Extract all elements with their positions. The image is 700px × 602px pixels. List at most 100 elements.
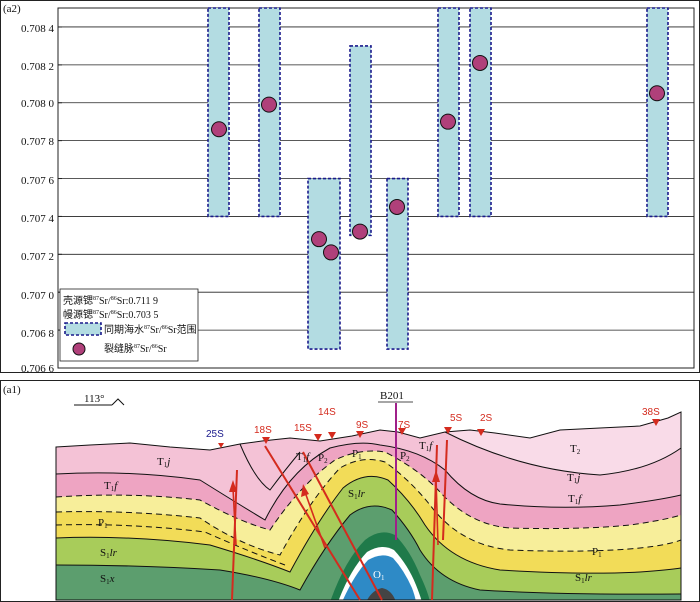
y-tick-label: 0.706 6	[21, 363, 55, 375]
stratum-label-t1j: T1j	[157, 456, 170, 469]
legend-range-label: 同期海水87Sr/86Sr范围	[104, 323, 197, 336]
stratum-labels: T1j T1f P1 S1lr S1x T1f P2 P1 P2 T1f S1l…	[98, 440, 602, 586]
horizon-line	[56, 505, 681, 595]
stratum-label-p2-left: P2	[318, 452, 328, 465]
stratum-label-t1f-right: T1f	[568, 493, 583, 506]
fault-line	[442, 439, 448, 541]
sample-triangle-icon	[328, 432, 336, 439]
cross-section	[56, 412, 681, 600]
y-tick-label: 0.708 4	[21, 23, 55, 35]
migration-arrow	[304, 491, 326, 549]
stratum-label-s1lr-center: S1lr	[348, 488, 366, 501]
seawater-range-box	[307, 177, 341, 350]
legend-mantle-line: 幔源锶87Sr/86Sr:0.703 5	[63, 308, 158, 321]
migration-arrows	[229, 470, 440, 549]
sample-triangle-icon	[398, 428, 406, 435]
arrow-head-icon	[229, 480, 237, 492]
layer-basement-fill	[366, 588, 396, 600]
y-tick-label: 0.707 6	[21, 175, 55, 187]
stratum-label-t1j-right: T1j	[567, 472, 580, 485]
seawater-range-box	[469, 7, 492, 218]
arrow-head-icon	[301, 484, 309, 497]
legend-range-swatch	[64, 322, 102, 336]
y-axis-ticks: 0.708 4 0.708 2 0.708 0 0.707 8 0.707 6 …	[21, 23, 55, 375]
seawater-range-box	[646, 7, 669, 218]
horizon-line	[56, 475, 681, 574]
seawater-range-boxes	[207, 7, 669, 350]
sample-triangle-icon	[262, 437, 270, 444]
vein-sr-point	[261, 96, 277, 113]
sample-label: 15S	[294, 423, 312, 434]
stratum-label-p1: P1	[98, 517, 108, 530]
legend-dot-swatch	[72, 342, 86, 356]
migration-arrow	[232, 487, 237, 546]
sample-label: 14S	[318, 407, 336, 418]
stratum-label-p1-right: P1	[592, 546, 602, 559]
vein-sr-point	[389, 198, 405, 215]
panel-a1: (a1) 113°	[0, 380, 700, 602]
vein-sr-point	[323, 244, 339, 261]
legend-crust-line: 壳源锶87Sr/86Sr:0.711 9	[63, 294, 158, 307]
horizon-line	[444, 431, 681, 476]
sample-label: 2S	[480, 413, 493, 424]
sample-triangle-icon	[314, 434, 322, 441]
panel-a1-label: (a1)	[3, 384, 21, 396]
horizon-line	[239, 443, 301, 491]
legend-vein-label: 裂缝脉87Sr/86Sr	[104, 342, 167, 355]
fault-line	[264, 445, 361, 601]
vein-sr-point	[472, 54, 488, 71]
stratum-label-p2-right: P2	[400, 450, 410, 463]
vein-sr-point	[440, 113, 456, 130]
stratum-label-t2: T2	[570, 443, 581, 456]
azimuth-arrow-icon	[111, 398, 125, 406]
sample-triangle-icon	[444, 427, 452, 434]
vein-sr-point	[649, 85, 665, 102]
fault-line	[302, 451, 383, 601]
well-label: B201	[380, 390, 404, 402]
vein-sr-points	[211, 54, 665, 261]
sample-markers: 25S 18S 15S 14S 9S 7S 5S 2S 38S	[206, 407, 660, 448]
y-tick-label: 0.707 4	[21, 213, 55, 225]
stratum-label-s1lr-right: S1lr	[575, 572, 593, 585]
vein-sr-point	[352, 223, 368, 240]
y-tick-label: 0.708 2	[21, 61, 54, 73]
stratum-label-t1f-center: T1f	[296, 451, 311, 464]
stratum-label-t1f: T1f	[104, 480, 119, 493]
sample-label: 9S	[356, 420, 369, 431]
sample-triangle-icon	[652, 419, 660, 426]
panel-a2-label: (a2)	[3, 3, 21, 15]
sample-label: 38S	[642, 407, 660, 418]
y-tick-label: 0.707 2	[21, 251, 54, 263]
y-tick-label: 0.708 0	[21, 98, 55, 110]
horizon-dashed-line	[56, 450, 681, 531]
stratum-label-s1x: S1x	[100, 573, 115, 586]
stratum-label-o1: O1	[373, 569, 385, 582]
stratum-label-p1-center: P1	[352, 448, 362, 461]
azimuth-indicator: 113°	[74, 393, 125, 406]
sample-label: 18S	[254, 425, 272, 436]
arrow-head-icon	[432, 470, 440, 482]
sample-triangle-icon	[477, 429, 485, 436]
migration-arrow	[435, 477, 439, 546]
vein-sr-point	[311, 231, 327, 248]
section-outline	[55, 411, 682, 601]
y-tick-label: 0.707 8	[21, 136, 55, 148]
vein-sr-point	[211, 121, 227, 138]
y-tick-label: 0.707 0	[21, 290, 55, 302]
y-tick-label: 0.706 8	[21, 328, 55, 340]
legend: 壳源锶87Sr/86Sr:0.711 9 幔源锶87Sr/86Sr:0.703 …	[59, 288, 199, 362]
layer-o1-fill	[342, 555, 416, 600]
sample-triangle-icon	[218, 443, 224, 448]
sample-triangle-icon	[356, 431, 364, 438]
stratum-label-s1lr: S1lr	[100, 547, 118, 560]
stratum-label-t1f-right-top: T1f	[419, 440, 434, 453]
seawater-range-box	[386, 177, 409, 350]
sample-label: 7S	[398, 420, 411, 431]
panel-a2: (a2) 0.708 4 0.708 2 0.708 0 0.707 8 0.7…	[0, 0, 700, 375]
seawater-range-box	[349, 45, 372, 237]
seawater-range-box	[437, 7, 460, 218]
sample-label: 5S	[450, 413, 463, 424]
horizon-dashed-line	[56, 524, 286, 566]
horizon-dashed-line	[56, 459, 681, 556]
